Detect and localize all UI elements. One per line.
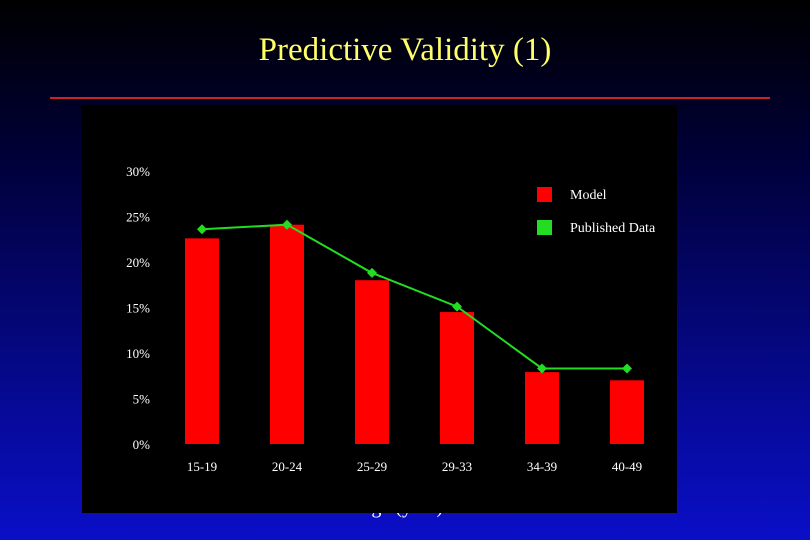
x-tick-label: 20-24 bbox=[272, 459, 303, 474]
legend-swatch bbox=[537, 220, 552, 235]
x-tick-label: 25-29 bbox=[357, 459, 387, 474]
model-bar bbox=[355, 280, 389, 444]
x-tick-label: 29-33 bbox=[442, 459, 472, 474]
y-axis-ticks: 0% 5% 10% 15% 20% 25% 30% bbox=[126, 164, 150, 452]
published-point bbox=[197, 224, 207, 235]
y-tick-label: 5% bbox=[133, 392, 151, 407]
y-tick-label: 15% bbox=[126, 301, 150, 316]
published-point bbox=[367, 267, 377, 278]
model-bar bbox=[440, 312, 474, 444]
published-point bbox=[282, 219, 292, 230]
published-point bbox=[537, 363, 547, 374]
x-tick-label: 40-49 bbox=[612, 459, 642, 474]
model-bar bbox=[185, 238, 219, 444]
x-tick-label: 15-19 bbox=[187, 459, 217, 474]
legend-swatch bbox=[537, 187, 552, 202]
slide-title: Predictive Validity (1) bbox=[258, 32, 552, 68]
published-line bbox=[201, 223, 627, 370]
legend-label: Model bbox=[570, 188, 607, 203]
legend: Model Published Data bbox=[537, 187, 656, 236]
y-tick-label: 10% bbox=[126, 346, 150, 361]
model-bar bbox=[525, 372, 559, 444]
model-bar bbox=[270, 224, 304, 444]
y-tick-label: 25% bbox=[126, 210, 150, 225]
y-tick-label: 30% bbox=[126, 164, 150, 179]
model-bar bbox=[610, 380, 644, 444]
x-tick-label: 34-39 bbox=[527, 459, 557, 474]
published-point bbox=[622, 363, 632, 374]
title-divider bbox=[50, 97, 770, 99]
published-point bbox=[452, 301, 462, 312]
model-bars bbox=[185, 224, 644, 444]
published-line-layer bbox=[197, 219, 632, 374]
chart-svg: 0% 5% 10% 15% 20% 25% 30% 15-19 20-24 25-29 29-33… bbox=[126, 164, 656, 474]
chart-panel: 0% 5% 10% 15% 20% 25% 30% 15-19 20-24 25-29 29-33… bbox=[82, 105, 677, 513]
y-tick-label: 20% bbox=[126, 255, 150, 270]
y-tick-label: 0% bbox=[133, 437, 151, 452]
legend-label: Published Data bbox=[570, 221, 656, 236]
x-axis-ticks: 15-19 20-24 25-29 29-33 34-39 40-49 bbox=[187, 459, 642, 474]
